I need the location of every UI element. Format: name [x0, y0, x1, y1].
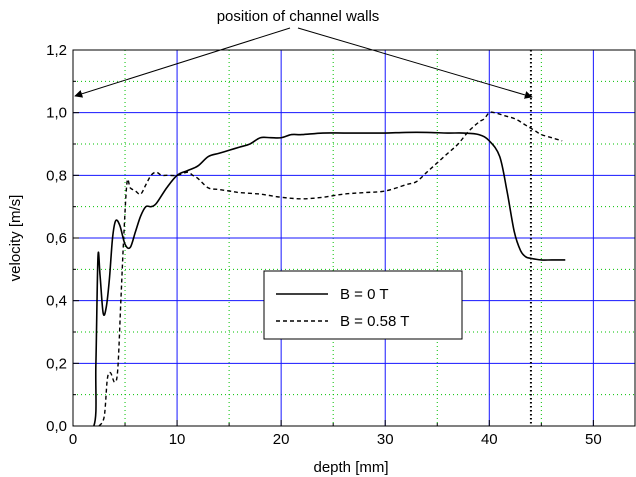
series-line-b0 [73, 131, 566, 426]
series-line-b058 [98, 111, 563, 426]
y-tick-label: 0,0 [46, 418, 67, 435]
legend-box [263, 270, 463, 340]
legend-label-b0: B = 0 T [340, 286, 389, 303]
y-axis-title: velocity [m/s] [7, 195, 24, 282]
x-tick-label: 40 [481, 431, 498, 448]
y-tick-label: 0,8 [46, 167, 67, 184]
axis-ticks [72, 49, 594, 427]
x-axis-title: depth [mm] [313, 459, 388, 476]
annotation-text: position of channel walls [217, 8, 380, 25]
y-tick-label: 0,4 [46, 293, 67, 310]
x-tick-label: 0 [69, 431, 77, 448]
y-tick-label: 0,6 [46, 230, 67, 247]
major-grid [73, 50, 635, 426]
y-tick-label: 0,2 [46, 355, 67, 372]
x-tick-label: 30 [377, 431, 394, 448]
annotation-arrow-right [297, 27, 533, 99]
x-tick-label: 10 [169, 431, 186, 448]
legend: B = 0 T B = 0.58 T [263, 270, 463, 340]
y-tick-label: 1,0 [46, 105, 67, 122]
y-tick-label: 1,2 [46, 42, 67, 59]
legend-label-b058: B = 0.58 T [340, 313, 409, 330]
x-tick-label: 20 [273, 431, 290, 448]
tick-labels: 0 10 20 30 40 50 0,0 0,2 0,4 0,6 0,8 1,0 1,2 [46, 42, 602, 448]
series-group [73, 111, 566, 426]
annotation-arrow-left [74, 27, 291, 98]
x-tick-label: 50 [585, 431, 602, 448]
